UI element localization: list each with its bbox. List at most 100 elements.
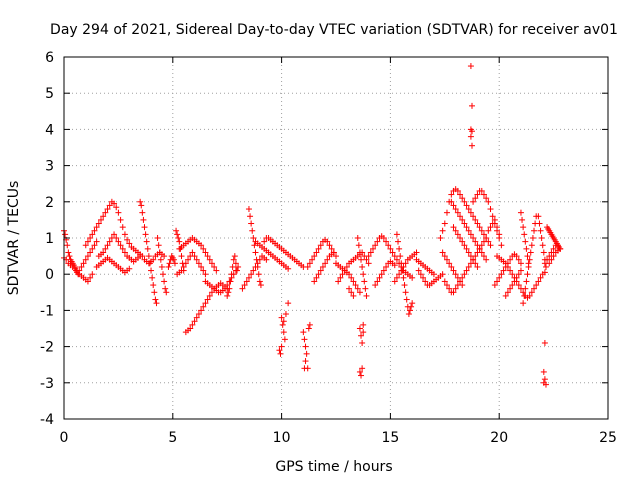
data-point [439,249,446,256]
y-tick-label: 4 [45,122,54,138]
data-point [472,216,479,223]
data-point [536,220,543,227]
data-point [540,249,547,256]
data-point [489,213,496,220]
data-point [277,350,284,357]
data-point [153,300,160,307]
data-point [400,263,407,270]
data-point [104,206,111,213]
data-point [224,292,231,299]
data-point [459,274,466,281]
data-point [324,238,331,245]
chart-title: Day 294 of 2021, Sidereal Day-to-day VTE… [50,22,618,38]
data-point [317,267,324,274]
data-point [200,267,207,274]
data-point [538,235,545,241]
data-point [541,339,548,346]
data-point [391,278,398,285]
data-point [301,336,308,343]
data-point [360,271,367,278]
data-point [529,235,536,241]
data-point [121,249,128,256]
data-point [441,278,448,285]
data-point [343,263,350,270]
data-point [533,282,540,289]
data-point [149,274,156,281]
data-point [95,220,102,227]
data-point [91,227,98,234]
data-point [80,260,87,267]
data-point [391,253,398,260]
data-point [84,253,91,260]
data-point [339,271,346,278]
data-point [480,231,487,238]
data-point [406,307,413,314]
data-point [150,282,157,289]
data-point [480,253,487,260]
data-point [202,249,209,256]
data-point [537,227,544,234]
data-point [337,274,344,281]
data-point [448,198,455,205]
data-point [393,231,400,238]
data-point [82,256,89,263]
data-point [119,245,126,252]
data-point [480,191,487,198]
data-point [278,314,285,321]
data-point [489,220,496,227]
data-point [187,325,194,332]
data-point [476,224,483,231]
data-point [487,224,494,231]
data-point [151,289,158,296]
data-point [415,267,422,274]
data-point [241,282,248,289]
data-point [472,238,479,245]
data-point [358,332,365,339]
data-point [519,216,526,223]
data-point [467,260,474,267]
data-point [104,242,111,249]
data-point [174,231,181,238]
data-point [285,265,292,272]
data-point [467,231,474,238]
y-tick-label: 2 [45,195,54,211]
data-point [452,285,459,292]
data-point [195,260,202,267]
data-point [276,347,283,354]
data-point [476,245,483,252]
data-point [198,242,205,249]
data-point [154,235,161,241]
data-point [452,227,459,234]
data-point [117,242,124,249]
data-point [380,235,387,241]
data-point [396,271,403,278]
data-point [360,329,367,336]
data-point [230,256,237,263]
data-point [513,274,520,281]
data-point [467,133,474,140]
data-point [397,253,404,260]
data-point [157,256,164,263]
data-point [280,329,287,336]
data-point [113,235,120,241]
data-point [409,274,416,281]
data-point [328,245,335,252]
data-point [195,311,202,318]
data-point [189,321,196,328]
data-point [446,260,453,267]
data-point [383,263,390,270]
data-point [395,238,402,245]
x-tick-label: 25 [599,430,617,446]
data-point [524,253,531,260]
data-point [250,235,257,241]
data-point [491,216,498,223]
data-point [520,224,527,231]
data-point [204,296,211,303]
data-point [356,249,363,256]
data-point [452,271,459,278]
data-point [191,318,198,325]
data-point [224,282,231,289]
data-point [160,271,167,278]
data-point [400,274,407,281]
data-point [313,274,320,281]
